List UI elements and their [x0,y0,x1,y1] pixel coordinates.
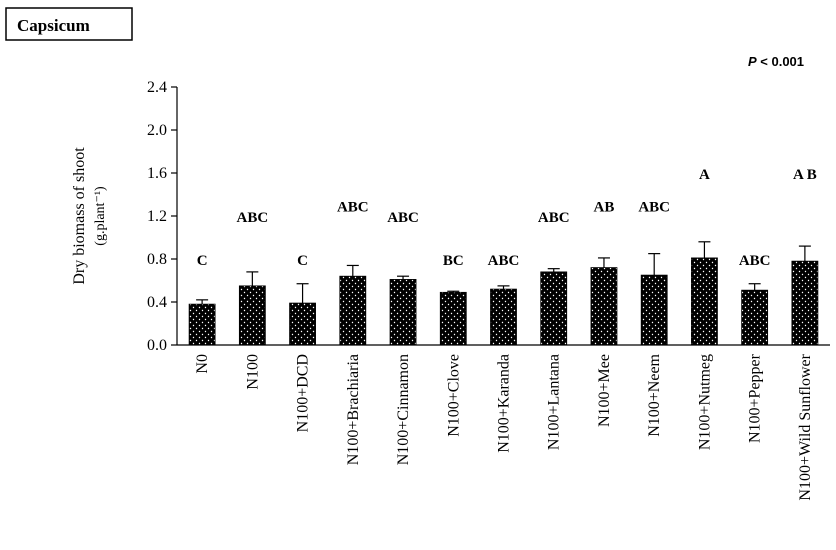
significance-value: < 0.001 [757,54,804,69]
bar [339,275,367,346]
x-tick-label: N100+Lantana [546,354,563,450]
bar [238,285,266,346]
panel-label-box: Capsicum [5,7,133,41]
significance-letter: C [197,253,208,269]
bar [439,291,467,346]
y-tick-label: 0.0 [147,337,167,354]
y-axis-label-line2: (g.plant⁻¹) [93,186,108,246]
y-tick-label: 1.6 [147,165,167,182]
bar [691,257,718,346]
x-tick-label: N100+Brachiaria [345,354,362,465]
significance-letter: ABC [237,210,269,226]
x-tick-label: N100+Cinnamon [395,354,412,465]
bar [389,279,417,346]
bar [640,274,668,346]
y-tick-label: 0.8 [147,251,167,268]
x-tick-label: N0 [194,354,211,374]
x-tick-labels: N0 N100 N100+DCD N100+Brachiaria N100+Cinnam… [194,353,814,500]
y-tick-label: 0.4 [147,294,167,311]
y-tick-label: 2.0 [147,122,167,139]
bar [289,302,316,346]
bar [490,288,517,346]
x-tick-label: N100+Wild Sunflower [797,353,814,500]
y-tick-label: 1.2 [147,208,167,225]
y-axis-label-line1: Dry biomass of shoot [71,147,88,285]
panel-label: Capsicum [17,16,90,35]
significance-letter: C [297,253,308,269]
bar [540,271,568,346]
significance-prefix: P [748,54,757,69]
x-tick-label: N100 [244,354,261,390]
significance-letter: ABC [739,253,771,269]
significance-letter: AB [594,199,615,215]
bar [188,303,216,346]
x-tick-label: N100+Clove [445,354,462,437]
significance-letter: A B [793,167,817,183]
bar [791,260,819,346]
significance-letter: ABC [488,253,520,269]
bar [590,267,618,346]
significance-letter: ABC [538,210,570,226]
significance-letter: ABC [387,210,419,226]
significance-letter: BC [443,253,464,269]
x-tick-label: N100+Nutmeg [696,354,713,450]
significance-letter: A [699,167,710,183]
significance-letter: ABC [337,199,369,215]
x-tick-label: N100+Mee [596,354,613,427]
x-tick-label: N100+Neem [646,353,663,436]
y-ticks: 0.0 0.4 0.8 1.2 1.6 2.0 2.4 [147,79,177,354]
x-tick-label: N100+DCD [295,354,312,432]
significance-letter: ABC [638,199,670,215]
y-tick-label: 2.4 [147,79,167,96]
y-axis-label: Dry biomass of shoot (g.plant⁻¹) [71,147,108,285]
bar [741,289,769,346]
bars: C ABC C ABC ABC BC ABC ABC AB ABC A ABC A B [188,167,819,346]
x-tick-label: N100+Pepper [747,353,764,443]
significance-label: P < 0.001 [748,54,804,69]
x-tick-label: N100+Karanda [496,354,513,453]
